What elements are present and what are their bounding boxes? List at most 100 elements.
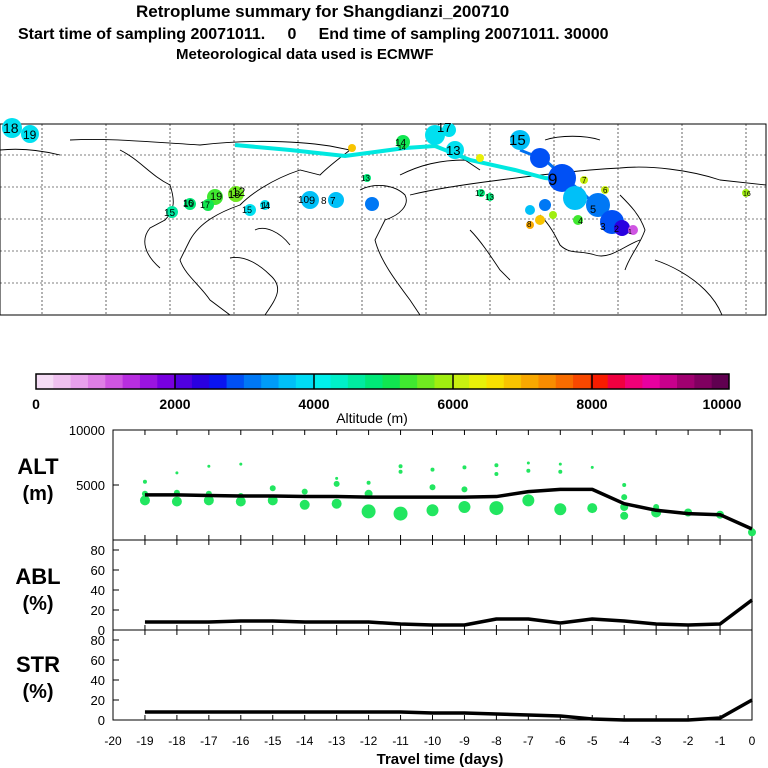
alt-scatter-point	[171, 496, 182, 507]
colorbar-swatch	[261, 374, 280, 389]
alt-scatter-point	[558, 462, 562, 466]
altitude-colorbar	[35, 373, 730, 390]
colorbar-swatch	[347, 374, 366, 389]
y-tick-label: 40	[91, 673, 105, 688]
y-tick-label: 20	[91, 603, 105, 618]
alt-scatter-point	[331, 498, 342, 509]
colorbar-swatch	[53, 374, 72, 389]
alt-scatter-point	[142, 479, 147, 484]
colorbar-swatch	[469, 374, 487, 389]
map-label: 19	[23, 128, 37, 142]
alt-scatter-point	[558, 469, 563, 474]
y-tick-label: 80	[91, 543, 105, 558]
sampling-time-line: Start time of sampling 20071011. 0 End t…	[18, 26, 609, 43]
alt-scatter-point	[203, 495, 214, 506]
colorbar-swatch	[711, 374, 730, 389]
x-tick-label: -17	[200, 734, 218, 748]
alt-scatter-point	[620, 511, 629, 520]
colorbar-swatch	[70, 374, 89, 389]
colorbar-swatch	[399, 374, 418, 389]
map-label: 12	[232, 185, 246, 199]
alt-scatter-point	[333, 480, 340, 487]
colorbar-tick-labels: 0 2000 4000 6000 8000 10000	[32, 396, 742, 412]
alt-scatter-point	[458, 501, 471, 513]
plume-labels: 18 19 17 15 14 13 15 9 10 10 9 8 7 19 18…	[3, 120, 751, 236]
map-label: 18	[3, 120, 19, 136]
colorbar-tick: 0	[32, 396, 40, 412]
colorbar-swatch	[573, 374, 591, 389]
colorbar-swatch	[209, 374, 228, 389]
map-label: 9	[548, 170, 557, 189]
alt-scatter-point	[299, 499, 310, 510]
y-tick-label: 0	[98, 713, 105, 728]
colorbar-swatch	[434, 374, 453, 389]
colorbar-swatch	[157, 374, 176, 389]
alt-scatter-point	[461, 486, 468, 493]
x-tick-label: -8	[491, 734, 502, 748]
map-label: 14	[398, 145, 406, 152]
retroplume-map: 18 19 17 15 14 13 15 9 10 10 9 8 7 19 18…	[0, 118, 767, 316]
colorbar-swatch	[330, 374, 349, 389]
y-tick-label: 0	[98, 623, 105, 638]
colorbar-tick: 6000	[437, 396, 468, 412]
colorbar-swatch	[486, 374, 505, 389]
colorbar-swatch	[87, 374, 106, 389]
x-tick-label: -15	[264, 734, 282, 748]
plume-markers	[2, 118, 750, 236]
alt-scatter-point	[494, 472, 499, 476]
map-label: 19	[210, 191, 222, 203]
panel-frame	[112, 629, 753, 721]
alt-scatter-point	[526, 468, 531, 473]
x-tick-label: -3	[651, 734, 662, 748]
y-tick-label: 40	[91, 583, 105, 598]
colorbar-swatch	[243, 374, 262, 389]
map-label: 3	[600, 222, 606, 233]
colorbar-swatch	[191, 374, 210, 389]
alt-scatter-point	[393, 506, 408, 521]
map-label: 7	[330, 196, 336, 207]
map-label: 15	[164, 208, 176, 219]
panel-str: STR (%) 0 20 40 60 80	[16, 629, 753, 728]
colorbar-swatch	[105, 374, 124, 389]
colorbar-swatch	[451, 374, 470, 389]
colorbar-swatch	[555, 374, 574, 389]
x-tick-label: 0	[749, 734, 756, 748]
series-line	[144, 698, 753, 722]
x-tick-label: -20	[104, 734, 122, 748]
y-tick-label: 10000	[69, 423, 105, 438]
panel-title: ABL	[15, 564, 60, 589]
map-label: 17	[200, 200, 210, 210]
alt-scatter-point	[748, 528, 756, 537]
alt-scatter-point	[587, 503, 598, 514]
alt-scatter-point	[267, 495, 278, 506]
y-tick-label: 60	[91, 563, 105, 578]
colorbar-swatch	[503, 374, 522, 389]
time-series-panels: ALT (m) 5000 10000 ABL (%) 0 20 40 60 80 STR (%) 0 20 4…	[15, 423, 756, 768]
x-tick-label: -7	[523, 734, 534, 748]
colorbar-swatch	[659, 374, 678, 389]
colorbar-swatch	[174, 374, 193, 389]
met-data-line: Meteorological data used is ECMWF	[176, 46, 434, 63]
series-line	[144, 487, 753, 531]
y-tick-label: 20	[91, 693, 105, 708]
map-label: 8	[527, 220, 532, 229]
alt-scatter-point	[554, 503, 567, 516]
x-tick-label: -10	[424, 734, 442, 748]
x-tick-label: -19	[136, 734, 154, 748]
x-tick-label: -1	[715, 734, 726, 748]
colorbar-swatch	[295, 374, 314, 389]
x-tick-label: -11	[392, 734, 409, 748]
colorbar-tick: 2000	[159, 396, 190, 412]
colorbar-swatch	[122, 374, 141, 389]
panel-units: (%)	[22, 593, 53, 615]
x-tick-label: -2	[683, 734, 694, 748]
y-tick-label: 5000	[76, 478, 105, 493]
map-label: 1	[628, 229, 632, 236]
colorbar-frame	[35, 373, 730, 390]
colorbar-tick: 4000	[298, 396, 329, 412]
alt-scatter-point	[175, 471, 179, 475]
map-label: 9	[309, 195, 315, 207]
x-tick-label: -4	[619, 734, 630, 748]
colorbar-swatch	[139, 374, 158, 389]
